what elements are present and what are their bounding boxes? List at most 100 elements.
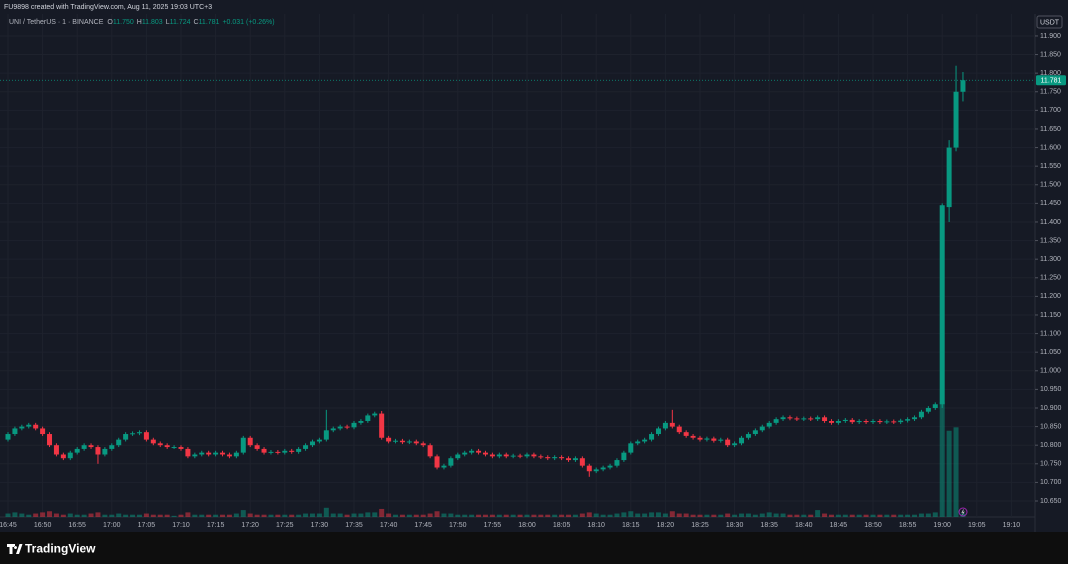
volume-bar bbox=[455, 514, 461, 517]
x-tick-label: 17:55 bbox=[484, 522, 502, 529]
candle-body bbox=[683, 432, 689, 436]
candle-body bbox=[206, 452, 212, 455]
candle-body bbox=[482, 452, 488, 455]
volume-bar bbox=[282, 514, 288, 517]
volume-bar bbox=[316, 513, 322, 517]
volume-bar bbox=[898, 514, 904, 517]
candle-body bbox=[960, 80, 966, 92]
volume-bar bbox=[739, 513, 745, 517]
volume-bar bbox=[711, 514, 717, 517]
volume-bar bbox=[88, 513, 94, 517]
candle-body bbox=[213, 452, 219, 455]
y-tick-label: 10.950 bbox=[1040, 386, 1062, 393]
volume-bar bbox=[649, 512, 655, 517]
change: +0.031 (+0.26%) bbox=[222, 19, 274, 26]
volume-bar bbox=[289, 514, 295, 517]
volume-bar bbox=[538, 514, 544, 517]
candle-body bbox=[26, 424, 32, 427]
volume-bar bbox=[725, 513, 731, 517]
volume-bar bbox=[157, 514, 163, 517]
candle-body bbox=[884, 421, 890, 423]
candle-body bbox=[116, 439, 122, 446]
volume-bar bbox=[379, 508, 385, 517]
candle-body bbox=[593, 469, 599, 472]
y-tick-label: 11.900 bbox=[1040, 33, 1061, 40]
y-tick-label: 11.700 bbox=[1040, 107, 1061, 114]
x-tick-label: 17:10 bbox=[172, 522, 190, 529]
volume-bar bbox=[683, 513, 689, 517]
candle-body bbox=[199, 452, 205, 455]
candle-body bbox=[794, 418, 800, 420]
volume-bar bbox=[233, 513, 239, 517]
candle-body bbox=[510, 455, 516, 457]
currency-box[interactable] bbox=[1036, 15, 1063, 29]
y-tick-label: 10.650 bbox=[1040, 498, 1062, 505]
volume-bar bbox=[171, 515, 177, 517]
x-tick-label: 17:50 bbox=[449, 522, 467, 529]
candle-body bbox=[275, 451, 281, 453]
candle-body bbox=[53, 445, 59, 455]
candle-body bbox=[268, 451, 274, 453]
candle-body bbox=[441, 465, 447, 468]
volume-bar bbox=[386, 513, 392, 517]
volume-bar bbox=[801, 514, 807, 517]
candle-body bbox=[455, 454, 461, 459]
candle-body bbox=[178, 447, 184, 449]
volume-bar bbox=[102, 514, 108, 517]
volume-bar bbox=[164, 514, 170, 517]
ohlc-key: O bbox=[107, 19, 113, 26]
volume-bar bbox=[822, 513, 828, 517]
candle-body bbox=[420, 443, 426, 446]
volume-bar bbox=[579, 513, 585, 517]
y-tick-label: 11.650 bbox=[1040, 126, 1061, 133]
volume-bar bbox=[628, 511, 634, 517]
candle-body bbox=[552, 457, 558, 459]
candle-body bbox=[289, 450, 295, 452]
volume-bar bbox=[476, 514, 482, 517]
volume-bar bbox=[33, 513, 39, 517]
volume-bar bbox=[863, 514, 869, 517]
candle-body bbox=[815, 417, 821, 420]
y-tick-label: 11.300 bbox=[1040, 256, 1061, 263]
candle-body bbox=[773, 419, 779, 423]
volume-bar bbox=[870, 514, 876, 517]
y-tick-label: 10.800 bbox=[1040, 442, 1062, 449]
event-icon[interactable] bbox=[958, 507, 968, 517]
candle-body bbox=[136, 432, 142, 434]
candle-body bbox=[130, 433, 136, 435]
candle-body bbox=[60, 454, 66, 459]
volume-bar bbox=[5, 513, 11, 517]
volume-bar bbox=[773, 513, 779, 517]
y-tick-label: 11.000 bbox=[1040, 368, 1061, 375]
volume-bar bbox=[835, 514, 841, 517]
candle-body bbox=[427, 445, 433, 457]
volume-bar bbox=[469, 514, 475, 517]
volume-bar bbox=[794, 514, 800, 517]
x-tick-label: 17:20 bbox=[241, 522, 259, 529]
candle-body bbox=[226, 454, 232, 457]
volume-bar bbox=[226, 514, 232, 517]
x-tick-label: 19:10 bbox=[1003, 522, 1021, 529]
candle-body bbox=[386, 437, 392, 442]
candle-body bbox=[905, 419, 911, 421]
candle-body bbox=[718, 439, 724, 441]
candle-body bbox=[323, 430, 329, 440]
volume-bar bbox=[517, 514, 523, 517]
candle-body bbox=[282, 450, 288, 453]
candle-body bbox=[372, 413, 378, 416]
volume-bar bbox=[393, 514, 399, 517]
candle-body bbox=[669, 422, 675, 427]
volume-bar bbox=[918, 513, 924, 517]
brand: TradingView bbox=[25, 542, 96, 556]
volume-bar bbox=[489, 514, 495, 517]
volume-bar bbox=[413, 514, 419, 517]
volume-bar bbox=[26, 514, 32, 517]
volume-bar bbox=[572, 514, 578, 517]
y-tick-label: 10.700 bbox=[1040, 479, 1062, 486]
candle-body bbox=[932, 404, 938, 408]
candle-body bbox=[870, 421, 876, 423]
volume-bar bbox=[206, 514, 212, 517]
candle-body bbox=[863, 421, 869, 423]
candle-body bbox=[877, 421, 883, 423]
volume-bar bbox=[462, 514, 468, 517]
